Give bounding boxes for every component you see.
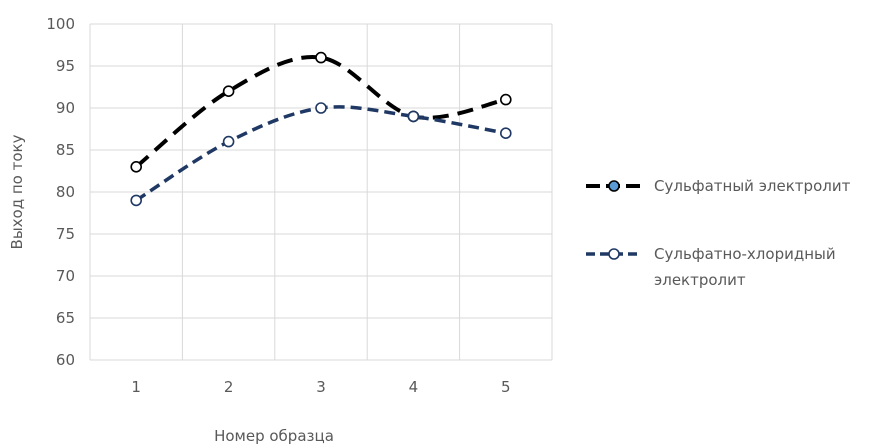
x-tick-label: 2 [224, 378, 234, 396]
legend-label-line: Сульфатно-хлоридный [654, 245, 836, 263]
grid [89, 23, 553, 361]
y-tick-label: 75 [56, 225, 75, 243]
data-point [315, 102, 327, 114]
y-tick-label: 95 [56, 57, 75, 75]
legend-label-line: электролит [654, 271, 746, 289]
x-axis-ticks: 1 2 3 4 5 [131, 378, 510, 396]
data-point [222, 135, 235, 148]
x-tick-label: 4 [409, 378, 419, 396]
data-point [315, 51, 327, 64]
data-point [499, 127, 512, 139]
data-point [499, 93, 512, 106]
series-line-1 [134, 55, 507, 169]
y-tick-label: 70 [56, 267, 75, 285]
y-tick-label: 80 [56, 183, 75, 201]
y-tick-label: 85 [56, 141, 75, 159]
legend-label: Сульфатно-хлоридный электролит [654, 245, 836, 289]
y-tick-label: 90 [56, 99, 75, 117]
data-point [222, 85, 235, 97]
data-point [130, 161, 142, 173]
y-tick-label: 60 [56, 351, 75, 369]
x-axis-label: Номер образца [214, 427, 334, 445]
legend: Сульфатный электролит Сульфатно-хлоридный… [586, 177, 851, 289]
legend-label-line: Сульфатный электролит [654, 177, 851, 195]
legend-marker [608, 248, 620, 260]
series-group [130, 51, 512, 207]
y-axis-label: Выход по току [8, 134, 26, 249]
data-point [407, 110, 420, 123]
x-tick-label: 1 [131, 378, 141, 396]
y-tick-label: 65 [56, 309, 75, 327]
y-axis-ticks: 60 65 70 75 80 85 90 95 100 [46, 15, 75, 369]
x-tick-label: 5 [501, 378, 511, 396]
legend-marker [608, 180, 620, 192]
series-line-2 [135, 105, 507, 202]
x-tick-label: 3 [316, 378, 326, 396]
y-tick-label: 100 [46, 15, 75, 33]
legend-label: Сульфатный электролит [654, 177, 851, 195]
data-point [130, 194, 142, 207]
